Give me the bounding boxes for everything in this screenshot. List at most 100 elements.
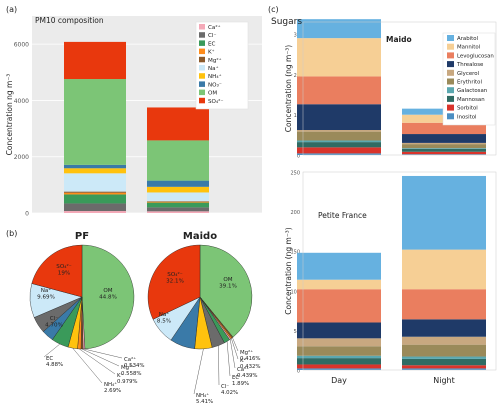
bar-segment [297,355,381,359]
plot-frame [302,171,497,371]
pie-slice [147,244,201,320]
bar-segment [297,322,381,339]
legend-label: Inositol [457,114,477,120]
y-tick-label: 10 [294,113,300,119]
panel-label-c: (c) [268,5,279,14]
bar-segment [64,211,126,213]
y-tick-label: 150 [290,250,300,256]
legend-label: Glycerol [457,71,479,77]
pie-data-label: 0.432% [240,364,261,370]
bar-segment [402,319,486,337]
chart-subtitle: Petite France [318,211,367,220]
pie-data-label: 39.1% [219,284,237,290]
pie-leader-line [218,345,220,386]
legend-label: Ca²⁺ [208,24,221,31]
legend-label: Sorbitol [457,106,478,112]
bar-segment [297,289,381,323]
pie-data-label: 8.5% [157,319,171,325]
bar-segment [64,173,126,192]
pie-leader-line [232,337,239,352]
bar-segment [402,148,486,152]
pie-title: PF [75,231,89,242]
y-tick-label: 4000 [14,98,29,105]
y-tick-label: 2000 [14,154,29,161]
legend-swatch [447,113,454,120]
panel-label-a: (a) [6,5,17,14]
pie-leader-line [230,339,236,369]
legend-swatch [447,104,454,111]
pie-slice-label: Na⁺ [159,311,170,318]
bar-segment [297,104,381,131]
legend-label: Erythritol [457,80,482,86]
pie-slice-label: K⁺ [117,372,124,379]
sugars-pf-chart-group: 0 50 100 150 200 250 Day Night Concentration (ng… [284,171,497,385]
y-tick-label: 6000 [14,42,29,49]
bar-segment [297,76,381,105]
bar-segment [297,142,381,148]
bar-segment [402,144,486,149]
pie-slice-label: NH₄⁺ [196,392,209,399]
pie-slice-label: NH₄⁺ [104,381,117,388]
pie-data-label: 4.70% [45,323,63,329]
pie-leader-line [231,338,239,360]
pie-slice-label: OM [223,277,232,283]
y-tick-label: 20 [294,73,300,79]
bar-segment [64,194,126,204]
legend-label: K⁺ [208,49,215,56]
panel-label-b: (b) [6,229,17,238]
bar-segment [297,279,381,290]
legend-swatch [447,78,454,85]
legend-swatch [447,52,454,59]
legend-swatch [199,48,205,55]
bar-segment [297,338,381,347]
pie-leader-line [79,348,116,375]
bar-segment [297,140,381,143]
bar-segment [402,148,486,149]
legend-swatch [199,24,205,30]
y-tick-label: 100 [290,289,300,295]
bar-segment [402,358,486,366]
bar-segment [64,164,126,169]
legend-swatch [199,40,205,46]
chart-title: Sugars [271,17,302,27]
pie-pf-group: PFOM44.8%SO₄²⁻19%Na⁺9.69%Cl⁻4.70%Ca²⁺0.5… [29,231,145,394]
pie-slice-label: Ca²⁺ [237,366,249,373]
bar-segment [147,107,209,141]
y-axis-label: Concentration (ng m⁻³) [284,227,293,315]
legend-label: Galactosan [457,88,487,94]
legend-label: Na⁺ [208,65,219,72]
bar-segment [402,249,486,290]
bar-segment [147,186,209,193]
pie-slice-label: Na⁺ [41,287,52,294]
bar-segment [147,140,209,181]
legend-swatch [447,87,454,94]
bar-segment [64,41,126,80]
pie-title: Maido [183,231,217,242]
y-tick-label: 200 [290,210,300,216]
pie-data-label: 1.89% [232,381,249,387]
pie-slice-label: Mg²⁺ [240,349,253,356]
pie-slice-label: EC [46,356,53,362]
x-tick-label: Day [331,376,347,385]
bar-segment [297,153,381,155]
bar-segment [297,252,381,280]
pie-slice-label: Cl⁻ [221,384,229,390]
bar-segment [402,344,486,357]
bar-segment [64,192,126,195]
legend-label: NH₄⁺ [208,73,222,80]
legend-swatch [199,56,205,63]
bar-segment [64,168,126,174]
bar-segment [297,38,381,77]
x-tick-label: Night [433,376,455,385]
pie-data-label: 0.534% [124,363,145,369]
pie-data-label: 4.02% [221,390,238,396]
legend-label: EC [208,41,216,47]
bar-segment [64,79,126,165]
pie-slice-label: SO₄²⁻ [56,263,71,270]
bar-segment [147,207,209,212]
pie-leader-line [226,341,231,377]
bar-segment [402,134,486,143]
